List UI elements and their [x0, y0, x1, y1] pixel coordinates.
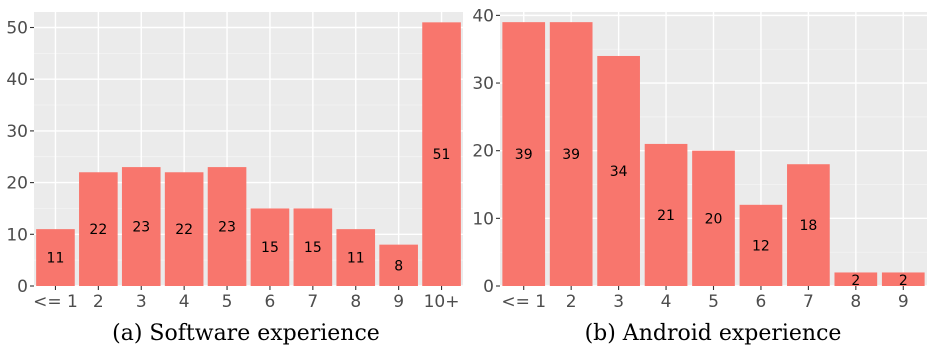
x-tick-label: 4 — [179, 292, 190, 312]
bar-value-label: 51 — [433, 147, 451, 163]
bar-value-label: 2 — [899, 273, 908, 289]
bar-value-label: 22 — [89, 222, 107, 238]
bar — [597, 55, 640, 286]
x-tick-label: 2 — [93, 292, 104, 312]
bar-value-label: 34 — [610, 164, 628, 180]
y-tick-label: 20 — [6, 174, 28, 194]
y-tick-label: 0 — [483, 277, 494, 297]
bar-value-label: 11 — [47, 251, 65, 267]
bar-value-label: 8 — [394, 258, 403, 274]
bar — [881, 272, 925, 286]
caption-software-experience: (a) Software experience — [112, 321, 380, 346]
bar — [422, 22, 461, 286]
bar — [644, 143, 688, 286]
bar — [164, 172, 204, 286]
x-tick-label: <= 1 — [33, 292, 78, 312]
y-tick-label: 20 — [472, 142, 494, 162]
y-tick-label: 30 — [472, 74, 494, 94]
y-tick-label: 40 — [6, 70, 28, 90]
x-tick-label: 5 — [708, 292, 719, 312]
x-tick-label: 5 — [222, 292, 233, 312]
x-tick-label: 7 — [307, 292, 318, 312]
y-tick-label: 0 — [17, 277, 28, 297]
bar — [834, 272, 878, 286]
bar — [207, 167, 247, 286]
bar-value-label: 39 — [515, 147, 533, 163]
bar-value-label: 12 — [752, 238, 770, 254]
y-tick-label: 50 — [6, 19, 28, 39]
x-tick-label: 7 — [803, 292, 814, 312]
bar — [250, 208, 290, 286]
bar-value-label: 21 — [657, 208, 675, 224]
x-tick-label: 8 — [850, 292, 861, 312]
bar — [79, 172, 118, 286]
y-tick-label: 30 — [6, 122, 28, 142]
bar — [502, 22, 546, 287]
bar — [692, 150, 735, 286]
x-tick-label: 6 — [265, 292, 276, 312]
x-tick-label: 9 — [393, 292, 404, 312]
x-tick-label: 9 — [898, 292, 909, 312]
bar-value-label: 18 — [799, 218, 817, 234]
y-tick-label: 10 — [472, 209, 494, 229]
x-tick-label: 3 — [136, 292, 147, 312]
bar-value-label: 20 — [705, 211, 723, 227]
bar — [121, 167, 161, 286]
y-tick-label: 10 — [6, 225, 28, 245]
bar — [336, 229, 376, 286]
bar — [36, 229, 75, 286]
x-tick-label: 6 — [756, 292, 767, 312]
y-tick-label: 40 — [472, 6, 494, 26]
bar-value-label: 11 — [347, 251, 365, 267]
bar-value-label: 15 — [304, 240, 322, 256]
x-tick-label: 3 — [613, 292, 624, 312]
x-tick-label: 10+ — [424, 292, 460, 312]
caption-android-experience: (b) Android experience — [585, 321, 842, 346]
bar-value-label: 22 — [175, 222, 193, 238]
bar — [379, 244, 418, 286]
bar-value-label: 39 — [562, 147, 580, 163]
bar — [739, 204, 783, 286]
bar-value-label: 2 — [851, 273, 860, 289]
x-tick-label: 2 — [566, 292, 577, 312]
bar — [293, 208, 333, 286]
bar-value-label: 15 — [261, 240, 279, 256]
bar-value-label: 23 — [218, 220, 236, 236]
bar — [787, 164, 830, 286]
x-tick-label: <= 1 — [501, 292, 546, 312]
x-tick-label: 4 — [661, 292, 672, 312]
bar-value-label: 23 — [132, 220, 150, 236]
bar — [549, 22, 593, 287]
x-tick-label: 8 — [350, 292, 361, 312]
